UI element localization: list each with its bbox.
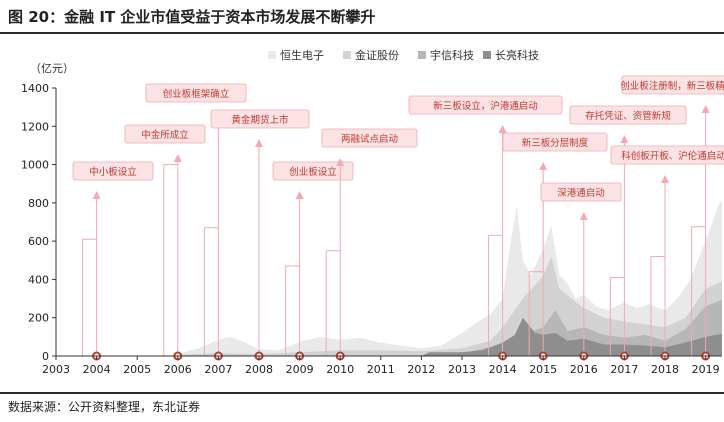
- legend-label-4: 长亮科技: [495, 48, 539, 62]
- event-box-3: [145, 83, 247, 103]
- y-tick-label-4: 800: [28, 197, 49, 210]
- y-tick-label-5: 1000: [21, 159, 49, 172]
- event-label-9: 深港通启动: [557, 187, 605, 199]
- event-step-1: [82, 238, 97, 356]
- x-tick-label-13: 2016: [570, 363, 598, 376]
- x-tick-label-14: 2017: [610, 363, 638, 376]
- event-label-3: 创业板框架确立: [163, 88, 230, 100]
- x-tick-label-0: 2003: [42, 363, 70, 376]
- legend-swatch-3: [418, 51, 426, 59]
- title-rule: [0, 32, 724, 34]
- event-arrow-1: [92, 191, 101, 199]
- legend-swatch-2: [343, 51, 351, 59]
- y-tick-label-7: 1400: [21, 82, 49, 95]
- x-tick-label-16: 2019: [692, 363, 720, 376]
- series-area-4: [421, 317, 722, 356]
- event-step-12: [650, 256, 665, 356]
- y-tick-label-0: 0: [42, 350, 49, 363]
- event-label-8: 新三板分层制度: [522, 137, 589, 149]
- event-box-12: [610, 145, 724, 165]
- series-layer: [56, 199, 722, 356]
- event-box-8: [502, 132, 608, 152]
- event-step-3: [203, 227, 219, 356]
- event-label-12: 科创板开板、沪伦通启动: [621, 150, 724, 162]
- event-arrow-10: [620, 135, 629, 143]
- figure-title: 图 20：金融 IT 企业市值受益于资本市场发展不断攀升: [8, 8, 376, 26]
- x-tick-label-2: 2005: [123, 363, 151, 376]
- event-label-7: 新三板设立，沪港通启动: [433, 100, 538, 112]
- event-box-1: [72, 161, 154, 181]
- event-label-11: 创业板注册制，新三板精选层: [620, 80, 724, 92]
- x-tick-label-6: 2009: [286, 363, 314, 376]
- y-axis-label: （亿元）: [30, 62, 74, 75]
- event-arrow-5: [295, 191, 304, 199]
- source-note: 数据来源：公开资料整理，东北证券: [8, 400, 201, 414]
- axes-layer: 0 200 400 600 800 1000 1200 1400 2003 2004 2005 200…: [21, 82, 722, 376]
- event-arrow-9: [579, 212, 588, 220]
- event-box-6: [321, 128, 418, 148]
- event-arrow-8: [539, 162, 548, 170]
- x-tick-label-15: 2018: [651, 363, 679, 376]
- event-label-6: 两融试点启动: [341, 133, 398, 145]
- event-arrow-2: [173, 154, 182, 162]
- series-area-3: [421, 300, 722, 356]
- legend-swatch-4: [483, 51, 491, 59]
- event-box-4: [210, 109, 310, 129]
- x-tick-label-3: 2006: [164, 363, 192, 376]
- event-box-7: [408, 95, 563, 115]
- event-arrow-4: [255, 139, 263, 147]
- x-tick-label-5: 2008: [245, 363, 273, 376]
- event-step-5: [285, 265, 300, 356]
- x-tick-label-4: 2007: [204, 363, 232, 376]
- event-arrow-6: [336, 158, 345, 166]
- event-step-10: [609, 277, 625, 356]
- y-tick-label-3: 600: [28, 235, 49, 248]
- event-label-5: 创业板设立: [289, 166, 337, 178]
- legend-label-1: 恒生电子: [280, 48, 324, 62]
- event-box-9: [540, 182, 622, 202]
- event-box-10: [569, 105, 687, 125]
- x-tick-label-7: 2010: [326, 363, 354, 376]
- event-step-7: [488, 234, 503, 356]
- x-tick-label-10: 2013: [448, 363, 476, 376]
- event-label-10: 存托凭证、资管新规: [585, 110, 671, 122]
- y-tick-label-1: 200: [28, 312, 49, 325]
- x-tick-label-11: 2014: [489, 363, 517, 376]
- legend-label-3: 宇信科技: [430, 48, 474, 62]
- legend-label-2: 金证股份: [355, 48, 399, 62]
- event-step-6: [325, 250, 341, 356]
- event-box-2: [124, 124, 206, 144]
- event-step-8: [528, 271, 544, 356]
- event-box-11: [621, 75, 724, 95]
- event-step-2: [163, 164, 178, 356]
- event-arrow-11: [701, 105, 710, 113]
- y-tick-label-2: 400: [28, 273, 49, 286]
- legend-swatch-1: [268, 51, 276, 59]
- event-arrow-12: [661, 175, 669, 183]
- legend: 恒生电子 金证股份 宇信科技 长亮科技: [268, 48, 539, 62]
- event-label-2: 中金所成立: [141, 129, 189, 141]
- footer-rule: [0, 392, 724, 394]
- event-step-11: [691, 226, 706, 356]
- event-arrow-7: [498, 125, 507, 133]
- x-tick-label-8: 2011: [367, 363, 395, 376]
- event-box-5: [272, 161, 354, 181]
- x-tick-label-1: 2004: [83, 363, 111, 376]
- x-tick-label-9: 2012: [407, 363, 435, 376]
- area-chart: 恒生电子 金证股份 宇信科技 长亮科技 （亿元） 中小板设立 中金所成立 创业板框架确立黄…: [21, 48, 724, 376]
- event-label-4: 黄金期货上市: [231, 114, 289, 126]
- event-label-1: 中小板设立: [89, 166, 137, 178]
- x-tick-label-12: 2015: [529, 363, 557, 376]
- y-tick-label-6: 1200: [21, 120, 49, 133]
